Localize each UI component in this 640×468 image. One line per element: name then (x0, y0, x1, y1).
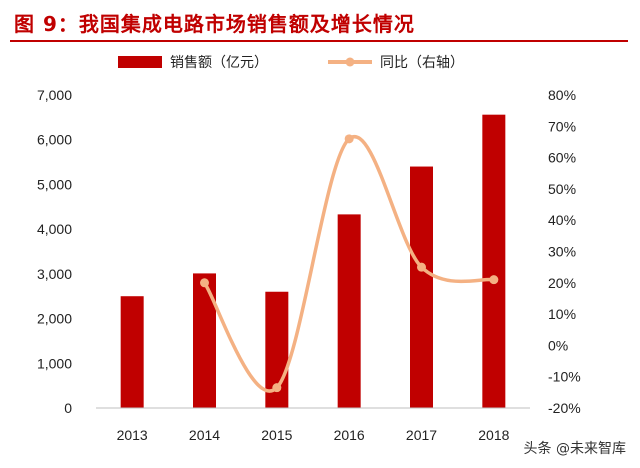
legend: 销售额（亿元） 同比（右轴） (118, 55, 464, 71)
y-left-tick-label: 3,000 (37, 266, 72, 282)
bar (410, 166, 433, 408)
legend-bar-label: 销售额（亿元） (170, 55, 268, 71)
x-tick-label: 2017 (406, 427, 437, 443)
bar (337, 214, 361, 408)
y-right-tick-label: 10% (548, 306, 576, 322)
x-tick-label: 2018 (478, 427, 509, 443)
growth-line (203, 134, 495, 393)
x-tick-label: 2015 (261, 427, 292, 443)
bar (193, 273, 216, 408)
y-left-tick-label: 2,000 (37, 311, 72, 327)
line-point (272, 383, 282, 393)
legend-line-marker (345, 57, 355, 67)
y-right-tick-label: 20% (548, 275, 576, 291)
y-right-tick-label: 70% (548, 118, 576, 134)
bar (482, 114, 506, 408)
y-left-tick-label: 6,000 (37, 132, 72, 148)
legend-bar-swatch (118, 56, 162, 68)
y-left-tick-label: 1,000 (37, 355, 72, 371)
x-tick-label: 2013 (117, 427, 148, 443)
y-right-tick-label: 80% (548, 87, 576, 103)
y-left-tick-label: 0 (64, 400, 72, 416)
x-tick-label: 2016 (334, 427, 365, 443)
left-axis: 0 1,000 2,000 3,000 4,000 5,000 6,000 7,000 (37, 87, 72, 416)
y-right-tick-label: 60% (548, 150, 576, 166)
line-point (489, 275, 499, 285)
y-right-tick-label: 50% (548, 181, 576, 197)
y-right-tick-label: -20% (548, 400, 581, 416)
y-left-tick-label: 5,000 (37, 176, 72, 192)
y-right-tick-label: -10% (548, 369, 581, 385)
y-right-tick-label: 0% (548, 337, 568, 353)
chart-title: 图 9：我国集成电路市场销售额及增长情况 (14, 12, 415, 36)
line-point (344, 134, 354, 144)
bar-series (120, 114, 506, 408)
y-right-tick-label: 40% (548, 212, 576, 228)
y-left-tick-label: 4,000 (37, 221, 72, 237)
y-left-tick-label: 7,000 (37, 87, 72, 103)
line-series (200, 134, 499, 393)
line-point (200, 278, 209, 288)
line-point (417, 262, 426, 272)
legend-line-label: 同比（右轴） (380, 55, 464, 71)
y-right-tick-label: 30% (548, 244, 576, 260)
title-bar: 图 9：我国集成电路市场销售额及增长情况 (10, 6, 628, 42)
x-axis: 2013 2014 2015 2016 2017 2018 (117, 427, 510, 443)
watermark: 头条 @未来智库 (523, 438, 626, 458)
x-tick-label: 2014 (189, 427, 220, 443)
right-axis: -20% -10% 0% 10% 20% 30% 40% 50% 60% 70% 80% (548, 87, 581, 416)
bar (120, 296, 144, 408)
